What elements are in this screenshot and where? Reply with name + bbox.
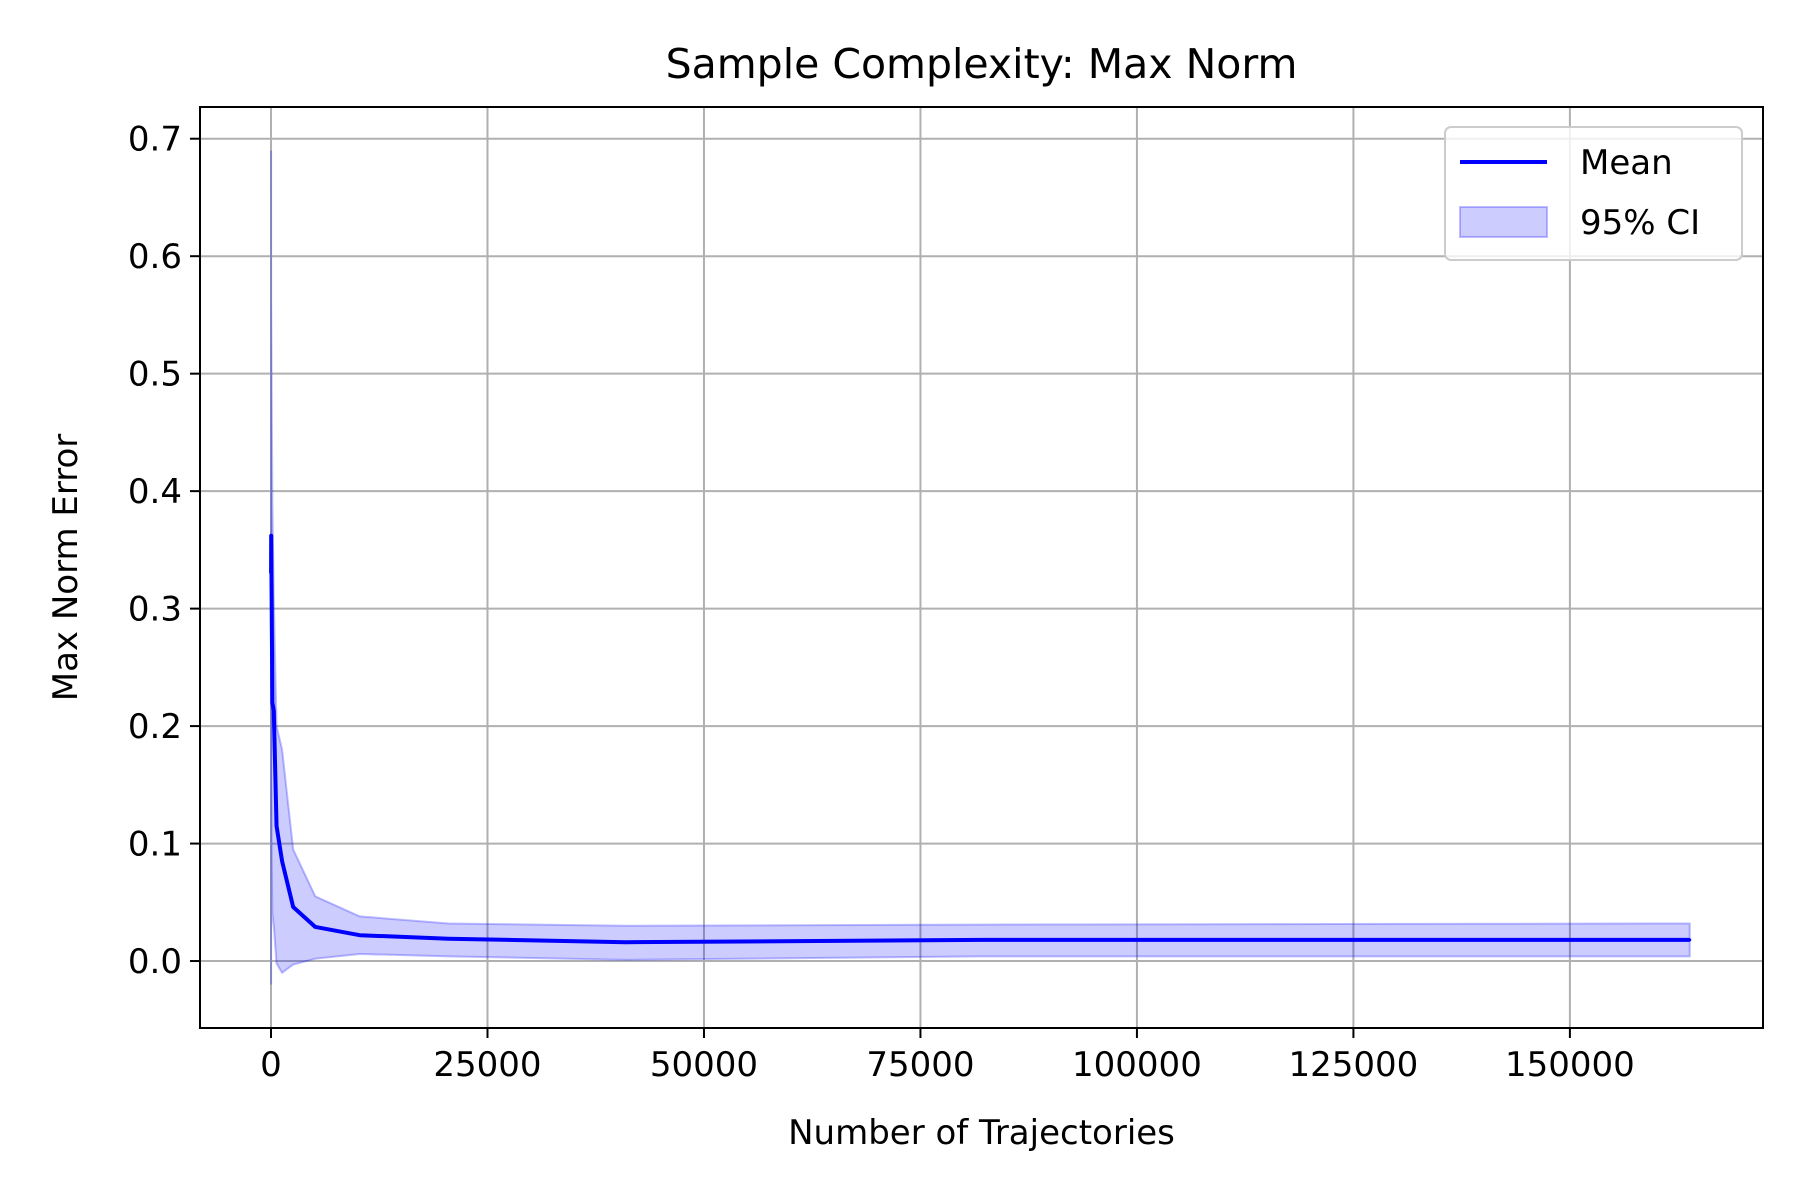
x-axis-ticks: 0 25000 50000 75000 100000 125000 150000 xyxy=(260,1028,1635,1085)
y-tick-label: 0.7 xyxy=(128,120,182,160)
x-tick-label: 150000 xyxy=(1505,1045,1635,1085)
y-tick-label: 0.1 xyxy=(128,825,182,865)
mean-point xyxy=(270,607,274,611)
y-tick-label: 0.6 xyxy=(128,237,182,277)
mean-point xyxy=(446,937,450,941)
mean-point xyxy=(291,905,295,909)
x-tick-label: 0 xyxy=(260,1045,282,1085)
mean-point xyxy=(1688,938,1692,942)
y-tick-label: 0.4 xyxy=(128,472,182,512)
x-tick-label: 25000 xyxy=(433,1045,541,1085)
x-axis-title: Number of Trajectories xyxy=(788,1113,1175,1153)
plot-frame xyxy=(199,106,1764,1029)
y-axis-title: Max Norm Error xyxy=(46,434,86,702)
legend-ci-label: 95% CI xyxy=(1580,203,1700,243)
mean-point xyxy=(269,554,273,558)
legend: Mean 95% CI xyxy=(1444,126,1743,261)
x-tick-label: 75000 xyxy=(866,1045,974,1085)
mean-point xyxy=(358,933,362,937)
mean-point xyxy=(270,701,274,705)
y-tick-label: 0.3 xyxy=(128,590,182,630)
mean-point xyxy=(275,824,279,828)
y-tick-label: 0.2 xyxy=(128,707,182,747)
chart-title: Sample Complexity: Max Norm xyxy=(666,40,1298,88)
series-layer xyxy=(269,533,1692,945)
legend-mean-label: Mean xyxy=(1580,143,1673,183)
grid xyxy=(200,107,1763,1028)
ci-band xyxy=(270,150,1691,985)
legend-ci-swatch xyxy=(1459,206,1548,238)
y-axis-ticks: 0.0 0.1 0.2 0.3 0.4 0.5 0.6 0.7 xyxy=(128,120,200,982)
mean-point xyxy=(313,925,317,929)
mean-point xyxy=(280,859,284,863)
mean-point xyxy=(269,571,273,575)
ci-band-layer xyxy=(270,150,1691,985)
x-tick-label: 125000 xyxy=(1289,1045,1419,1085)
x-tick-label: 100000 xyxy=(1072,1045,1202,1085)
y-tick-label: 0.5 xyxy=(128,355,182,395)
mean-point xyxy=(978,938,982,942)
x-tick-label: 50000 xyxy=(650,1045,758,1085)
y-tick-label: 0.0 xyxy=(128,942,182,982)
mean-point xyxy=(272,709,276,713)
mean-point xyxy=(269,534,273,538)
mean-point xyxy=(624,940,628,944)
